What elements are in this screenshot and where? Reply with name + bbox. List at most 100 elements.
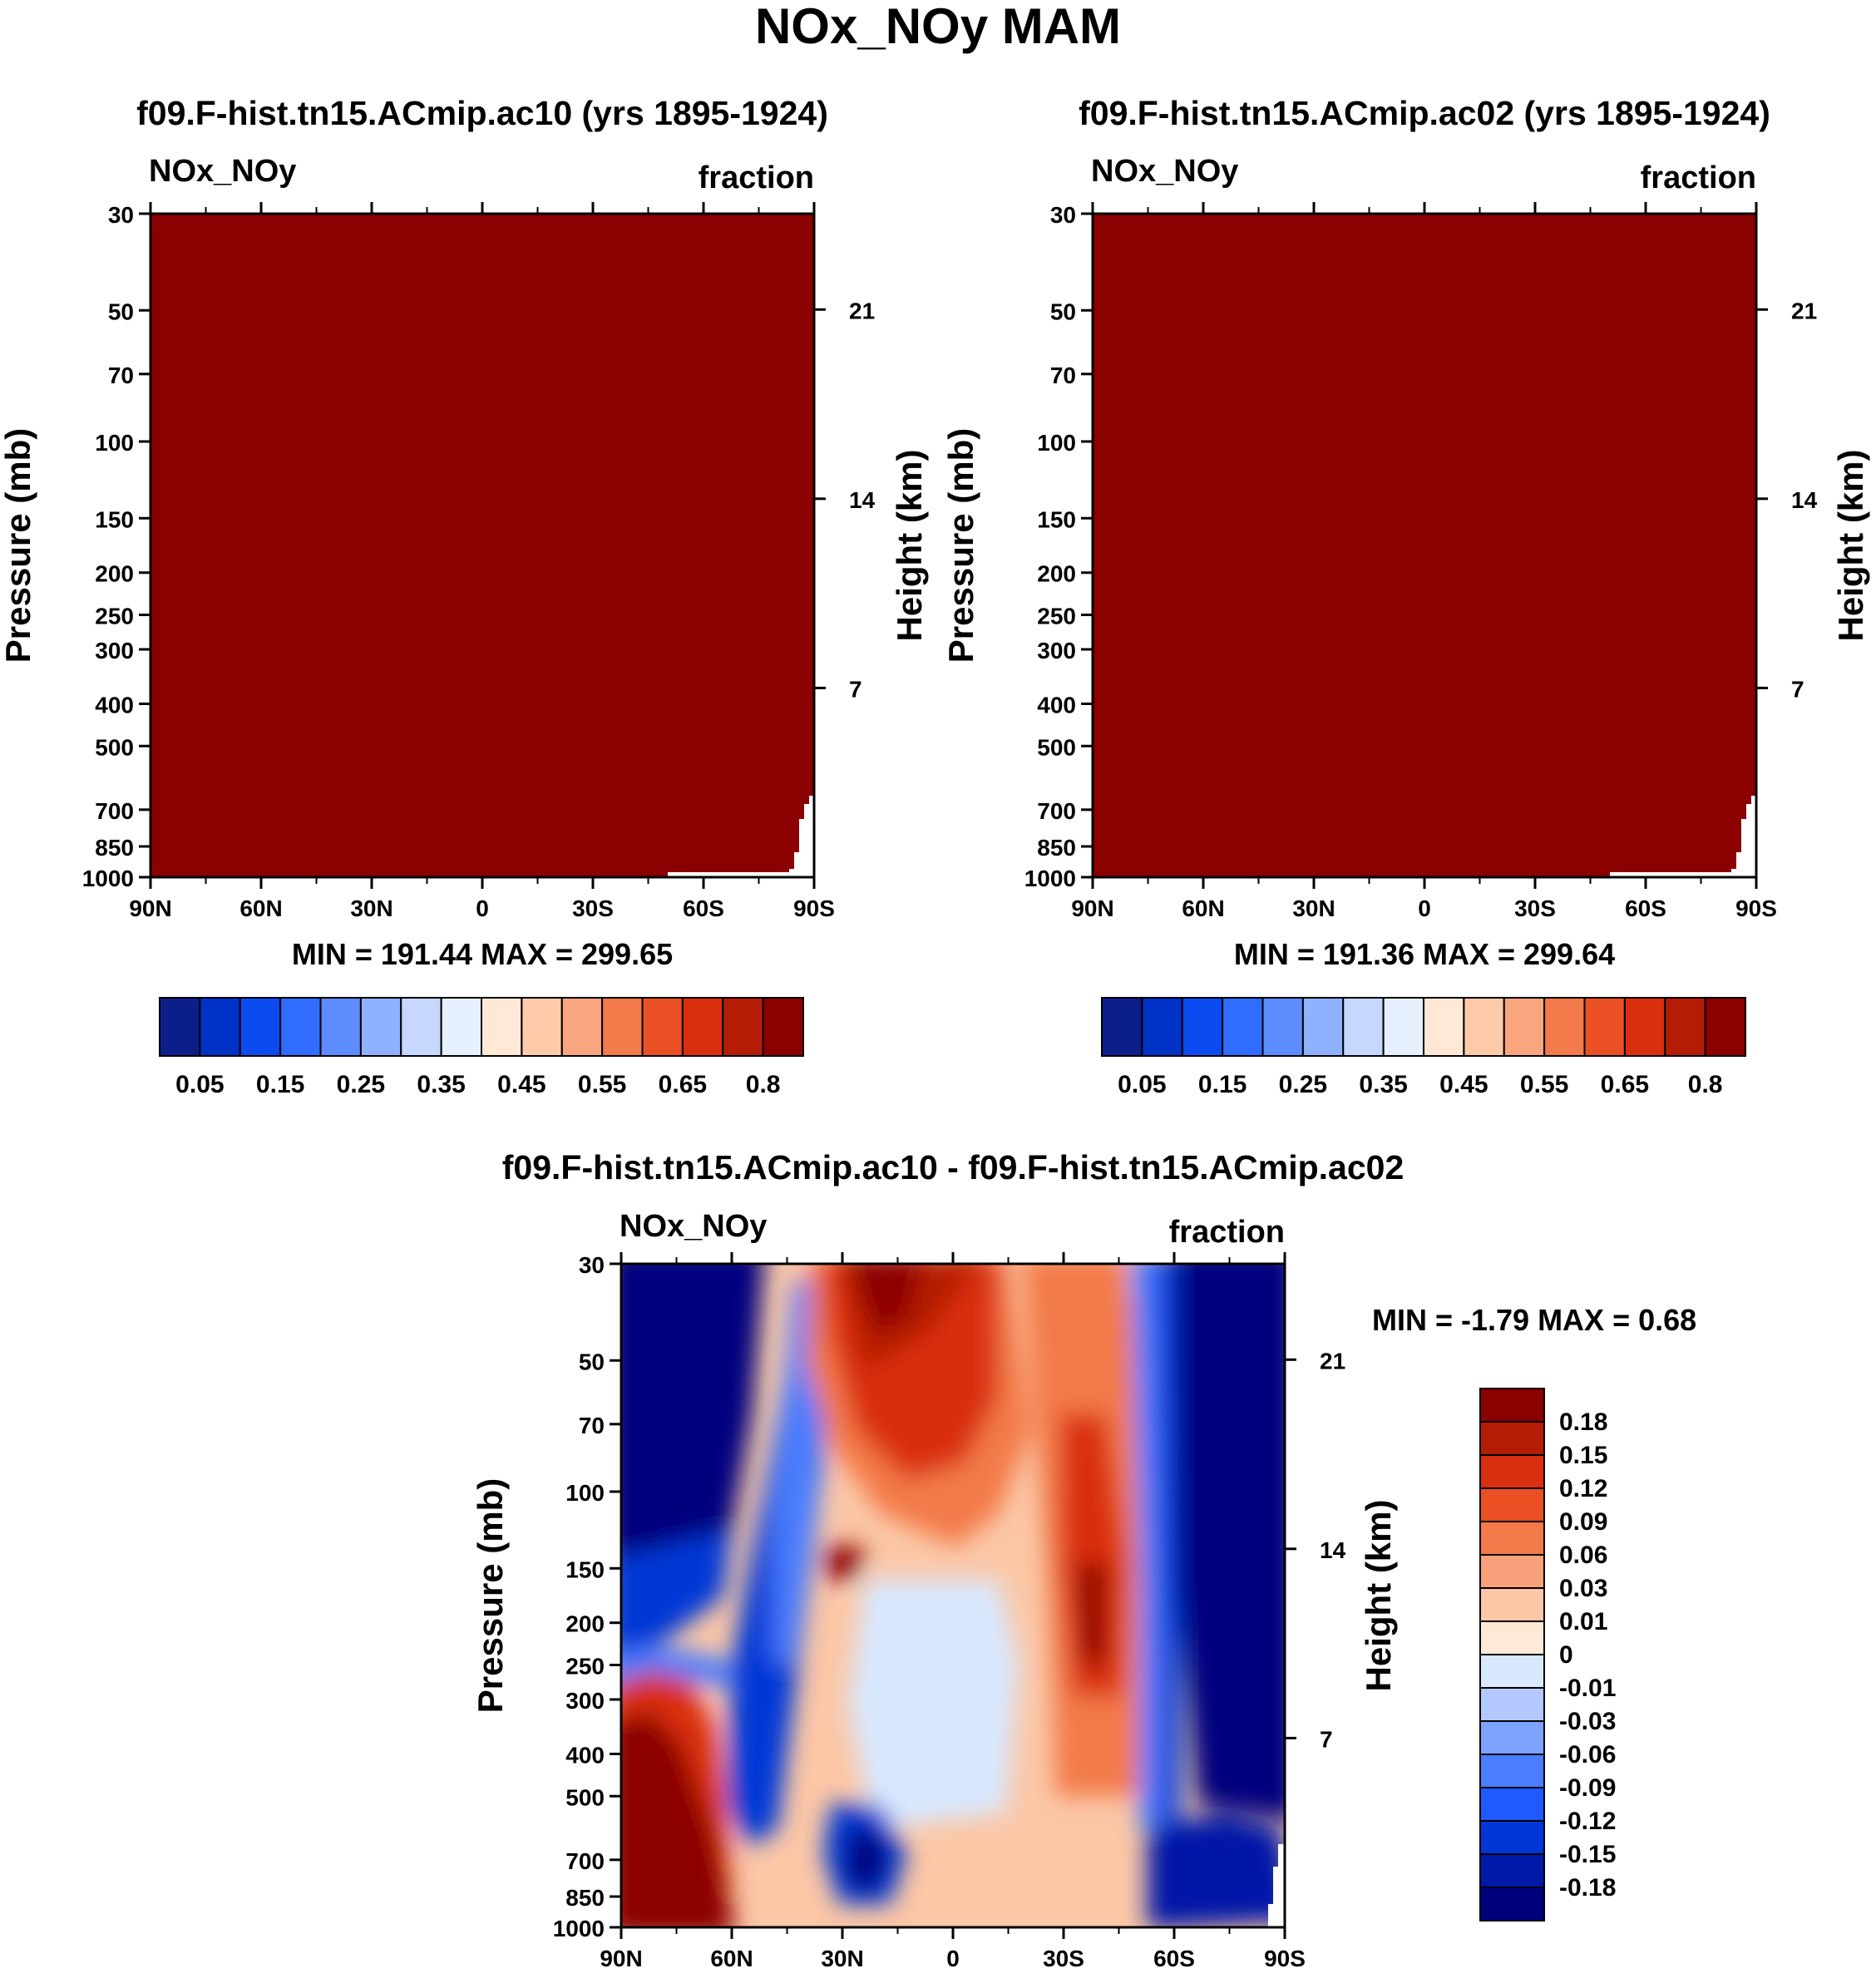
colorbar-label: 0.01 [1559, 1608, 1607, 1635]
difference-field [621, 1264, 1285, 1927]
y-tick-label: 500 [95, 734, 134, 760]
colorbar-box [1479, 1754, 1545, 1788]
colorbar-label: 0.55 [578, 1071, 626, 1098]
x-tick-label: 90S [793, 895, 835, 921]
colorbar-box [1479, 1853, 1545, 1888]
y-axis-title: Pressure (mb) [0, 428, 37, 663]
colorbar-box [1704, 997, 1746, 1057]
colorbar-label: 0.15 [1198, 1071, 1247, 1098]
x-tick-label: 90S [1264, 1946, 1306, 1971]
colorbar-box [1623, 997, 1666, 1057]
colorbar-label: 0.25 [1279, 1071, 1327, 1098]
colorbar-box [1301, 997, 1345, 1057]
x-tick-label: 30S [1514, 895, 1556, 921]
colorbar-box [641, 997, 684, 1057]
colorbar-label: 0.15 [256, 1071, 304, 1098]
y-tick-label: 700 [95, 798, 134, 824]
height-tick-label: 21 [1791, 298, 1817, 323]
y-tick-label: 400 [565, 1742, 605, 1768]
colorbar-box [400, 997, 442, 1057]
x-tick-label: 60S [1625, 895, 1666, 921]
colorbar-box [1479, 1654, 1545, 1689]
colorbar-box [1479, 1620, 1545, 1655]
height-tick-label: 21 [849, 298, 875, 323]
y-tick-label: 150 [1037, 506, 1076, 532]
colorbar-box [1463, 997, 1505, 1057]
colorbar-label: 0.45 [497, 1071, 546, 1098]
units-label: fraction [1169, 1215, 1285, 1250]
y-tick-label: 700 [1037, 798, 1076, 824]
colorbar-label: 0.35 [417, 1071, 465, 1098]
colorbar-box [1664, 997, 1706, 1057]
colorbar-box [1479, 1487, 1545, 1522]
x-tick-label: 90N [1071, 895, 1113, 921]
min-max-label: MIN = 191.36 MAX = 299.64 [1234, 937, 1615, 971]
units-label: fraction [1641, 160, 1756, 195]
x-tick-label: 30N [1292, 895, 1335, 921]
y-tick-label: 150 [95, 506, 134, 532]
colorbar-label: 0.65 [1601, 1071, 1649, 1098]
colorbar-box [1479, 1554, 1545, 1589]
colorbar-box [1382, 997, 1424, 1057]
colorbar-box [1503, 997, 1546, 1057]
colorbar-label: 0.03 [1559, 1575, 1607, 1602]
colorbar-box [681, 997, 724, 1057]
colorbar-box [560, 997, 604, 1057]
colorbar-box [159, 997, 201, 1057]
colorbar-box [1222, 997, 1264, 1057]
field-fill [151, 214, 814, 877]
colorbar-label: 0.65 [659, 1071, 707, 1098]
x-tick-label: 60S [1153, 1946, 1195, 1971]
colorbar-label: 0.05 [175, 1071, 224, 1098]
colorbar-box [1479, 1454, 1545, 1489]
y2-axis-title: Height (km) [1359, 1500, 1398, 1692]
y-tick-label: 30 [579, 1252, 605, 1278]
colorbar-label: -0.06 [1559, 1741, 1616, 1768]
height-tick-label: 7 [849, 676, 862, 702]
colorbar-label: 0.8 [1688, 1071, 1723, 1098]
colorbar-box [1479, 1521, 1545, 1556]
colorbar-box [722, 997, 764, 1057]
x-tick-label: 90N [129, 895, 171, 921]
y-tick-label: 500 [1037, 734, 1076, 760]
y-tick-label: 400 [95, 692, 134, 718]
y-tick-label: 500 [565, 1784, 605, 1810]
y-tick-label: 70 [108, 363, 134, 388]
height-tick-label: 7 [1320, 1726, 1333, 1752]
colorbar-label: -0.18 [1559, 1874, 1616, 1902]
height-tick-label: 14 [1791, 487, 1818, 513]
colorbar-box [1479, 1388, 1545, 1423]
y-tick-label: 1000 [1024, 866, 1076, 891]
colorbar-box [1479, 1787, 1545, 1822]
colorbar-box [1261, 997, 1304, 1057]
colorbar-label: -0.12 [1559, 1808, 1616, 1835]
x-tick-label: 60S [683, 895, 724, 921]
colorbar-label: -0.01 [1559, 1675, 1616, 1702]
height-tick-label: 14 [849, 487, 876, 513]
colorbar-label: 0.12 [1559, 1475, 1607, 1502]
units-label: fraction [699, 160, 814, 195]
colorbar-box [1479, 1421, 1545, 1456]
y-tick-label: 850 [565, 1885, 605, 1911]
panel-title: f09.F-hist.tn15.ACmip.ac10 - f09.F-hist.… [502, 1148, 1405, 1186]
y-tick-label: 300 [95, 638, 134, 663]
y-axis-title: Pressure (mb) [471, 1478, 510, 1713]
colorbar-label: 0.25 [337, 1071, 385, 1098]
y-tick-label: 400 [1037, 692, 1076, 718]
missing-data-region [668, 796, 814, 877]
y-tick-label: 30 [108, 202, 134, 228]
colorbar-label: 0.45 [1439, 1071, 1488, 1098]
y-tick-label: 850 [1037, 835, 1076, 861]
figure-title: NOx_NOy MAM [755, 0, 1121, 54]
y-tick-label: 150 [565, 1556, 605, 1582]
colorbar-label: 0.18 [1559, 1408, 1607, 1436]
y-tick-label: 100 [95, 430, 134, 456]
min-max-label: MIN = 191.44 MAX = 299.65 [292, 937, 673, 971]
height-tick-label: 7 [1791, 676, 1804, 702]
y2-axis-title: Height (km) [890, 450, 929, 642]
y-tick-label: 250 [95, 604, 134, 629]
x-tick-label: 30N [821, 1946, 863, 1971]
variable-label: NOx_NOy [1091, 154, 1238, 189]
colorbar-label: 0.09 [1559, 1508, 1607, 1536]
x-tick-label: 30S [1043, 1946, 1084, 1971]
